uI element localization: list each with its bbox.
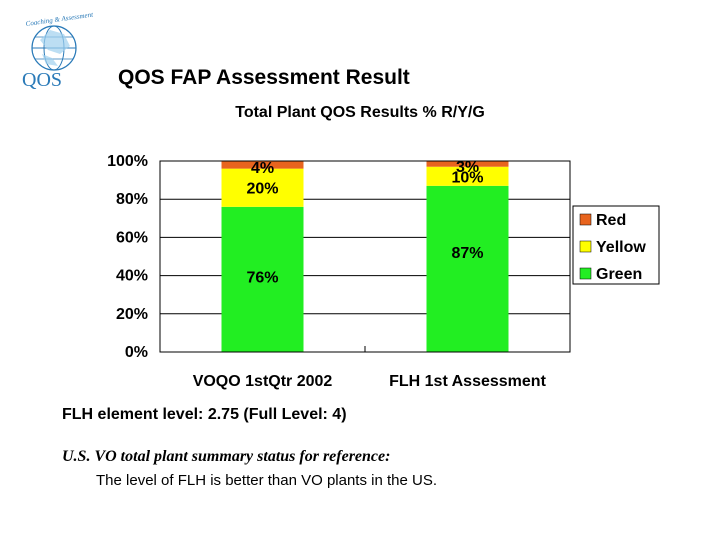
logo-text: QOS (22, 69, 62, 90)
data-label: 20% (246, 181, 278, 198)
legend-label: Yellow (596, 239, 646, 256)
legend-swatch-green (579, 267, 592, 280)
flh-element-level-note: FLH element level: 2.75 (Full Level: 4) (62, 406, 347, 423)
legend-swatch-yellow (579, 240, 592, 253)
qos-logo: Coaching & Assessment QOS (20, 10, 100, 91)
data-label: 3% (456, 159, 479, 176)
bar-segment-green (426, 185, 509, 352)
x-category-label: VOQO 1stQtr 2002 (193, 373, 333, 390)
data-label: 4% (251, 160, 274, 177)
bar-segment-red (221, 161, 304, 169)
y-tick-label: 100% (107, 153, 148, 170)
bar-segment-yellow (426, 166, 509, 186)
legend-swatch-red (579, 213, 592, 226)
legend-label: Red (596, 212, 626, 229)
y-tick-label: 40% (116, 268, 148, 285)
y-tick-label: 0% (125, 344, 148, 361)
bar-segment-red (426, 161, 509, 167)
bar-segment-green (221, 206, 304, 352)
data-label: 76% (246, 269, 278, 286)
data-label: 10% (451, 169, 483, 186)
us-vo-reference-note: U.S. VO total plant summary status for r… (62, 448, 391, 465)
y-tick-label: 80% (116, 191, 148, 208)
legend-label: Green (596, 266, 642, 283)
data-label: 87% (451, 245, 483, 262)
conclusion-note: The level of FLH is better than VO plant… (96, 472, 438, 489)
bar-segment-yellow (221, 168, 304, 207)
stacked-bar-chart: Total Plant QOS Results % R/Y/G 76% 20% 4%… (107, 104, 660, 390)
y-tick-label: 60% (116, 229, 148, 246)
slide-title: QOS FAP Assessment Result (118, 66, 410, 89)
x-category-label: FLH 1st Assessment (389, 373, 546, 390)
y-tick-label: 20% (116, 306, 148, 323)
chart-title: Total Plant QOS Results % R/Y/G (235, 104, 485, 121)
